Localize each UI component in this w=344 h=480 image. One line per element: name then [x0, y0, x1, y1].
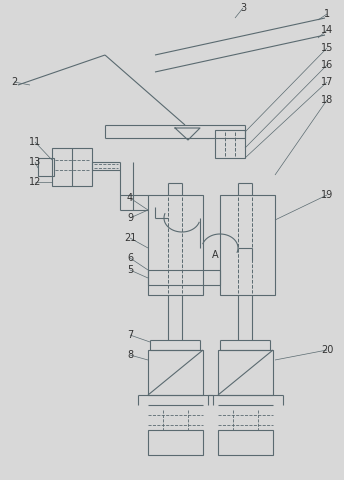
Bar: [218, 350, 273, 395]
Text: 11: 11: [29, 137, 41, 147]
Bar: [218, 430, 273, 455]
Text: 7: 7: [127, 330, 133, 340]
Text: 17: 17: [321, 77, 333, 87]
Text: 9: 9: [127, 213, 133, 223]
Text: 6: 6: [127, 253, 133, 263]
Bar: [52, 148, 92, 186]
Text: 8: 8: [127, 350, 133, 360]
Bar: [215, 130, 245, 158]
Text: 21: 21: [124, 233, 136, 243]
Text: 4: 4: [127, 193, 133, 203]
Text: 16: 16: [321, 60, 333, 70]
Text: 2: 2: [11, 77, 17, 87]
Bar: [148, 195, 203, 295]
Text: 12: 12: [29, 177, 41, 187]
Text: 13: 13: [29, 157, 41, 167]
Bar: [148, 430, 203, 455]
Bar: [220, 195, 275, 295]
Text: 3: 3: [240, 3, 246, 13]
Text: 20: 20: [321, 345, 333, 355]
Text: 14: 14: [321, 25, 333, 35]
Text: 1: 1: [324, 9, 330, 19]
Text: 18: 18: [321, 95, 333, 105]
Bar: [148, 350, 203, 395]
Text: 19: 19: [321, 190, 333, 200]
Text: 5: 5: [127, 265, 133, 275]
Text: A: A: [212, 250, 218, 260]
Bar: [38, 158, 54, 176]
Text: 15: 15: [321, 43, 333, 53]
